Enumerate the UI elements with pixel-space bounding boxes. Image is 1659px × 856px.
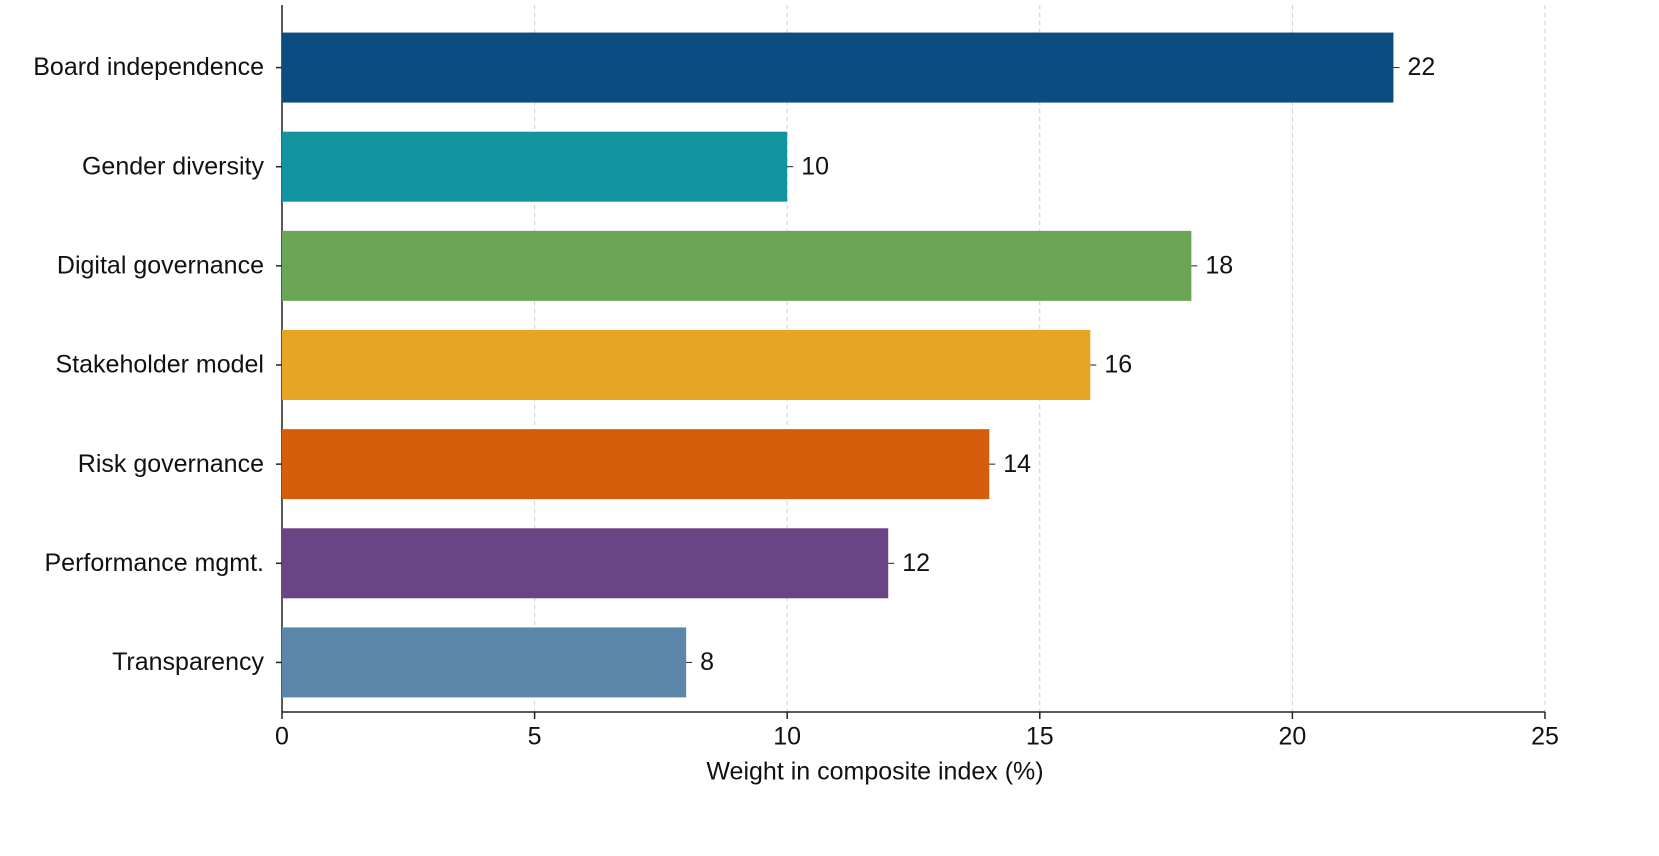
bar — [282, 330, 1091, 400]
x-tick-label: 20 — [1278, 723, 1306, 751]
x-tick-label: 15 — [1026, 723, 1054, 751]
bar — [282, 627, 687, 698]
y-tick-label: Risk governance — [78, 450, 264, 478]
bar — [282, 230, 1192, 301]
data-label: 16 — [1104, 351, 1132, 379]
data-label: 10 — [801, 152, 829, 180]
data-label: 8 — [700, 648, 714, 676]
data-label: 22 — [1407, 53, 1435, 81]
bar — [282, 429, 990, 500]
bar — [282, 528, 889, 599]
x-tick-label: 5 — [528, 723, 542, 751]
y-tick-label: Stakeholder model — [56, 351, 264, 379]
y-tick-label: Transparency — [112, 648, 264, 676]
data-label: 18 — [1205, 251, 1233, 279]
y-tick-label: Digital governance — [57, 251, 264, 279]
y-tick-label: Gender diversity — [82, 152, 265, 180]
data-label: 12 — [902, 549, 930, 577]
bar — [282, 131, 788, 202]
x-tick-label: 25 — [1531, 723, 1559, 751]
data-label: 14 — [1003, 450, 1031, 478]
y-tick-label: Board independence — [33, 53, 264, 81]
y-tick-label: Performance mgmt. — [44, 549, 264, 577]
bar — [282, 32, 1394, 103]
x-tick-label: 0 — [275, 723, 289, 751]
x-axis-title: Weight in composite index (%) — [706, 758, 1043, 786]
x-tick-label: 10 — [773, 723, 801, 751]
